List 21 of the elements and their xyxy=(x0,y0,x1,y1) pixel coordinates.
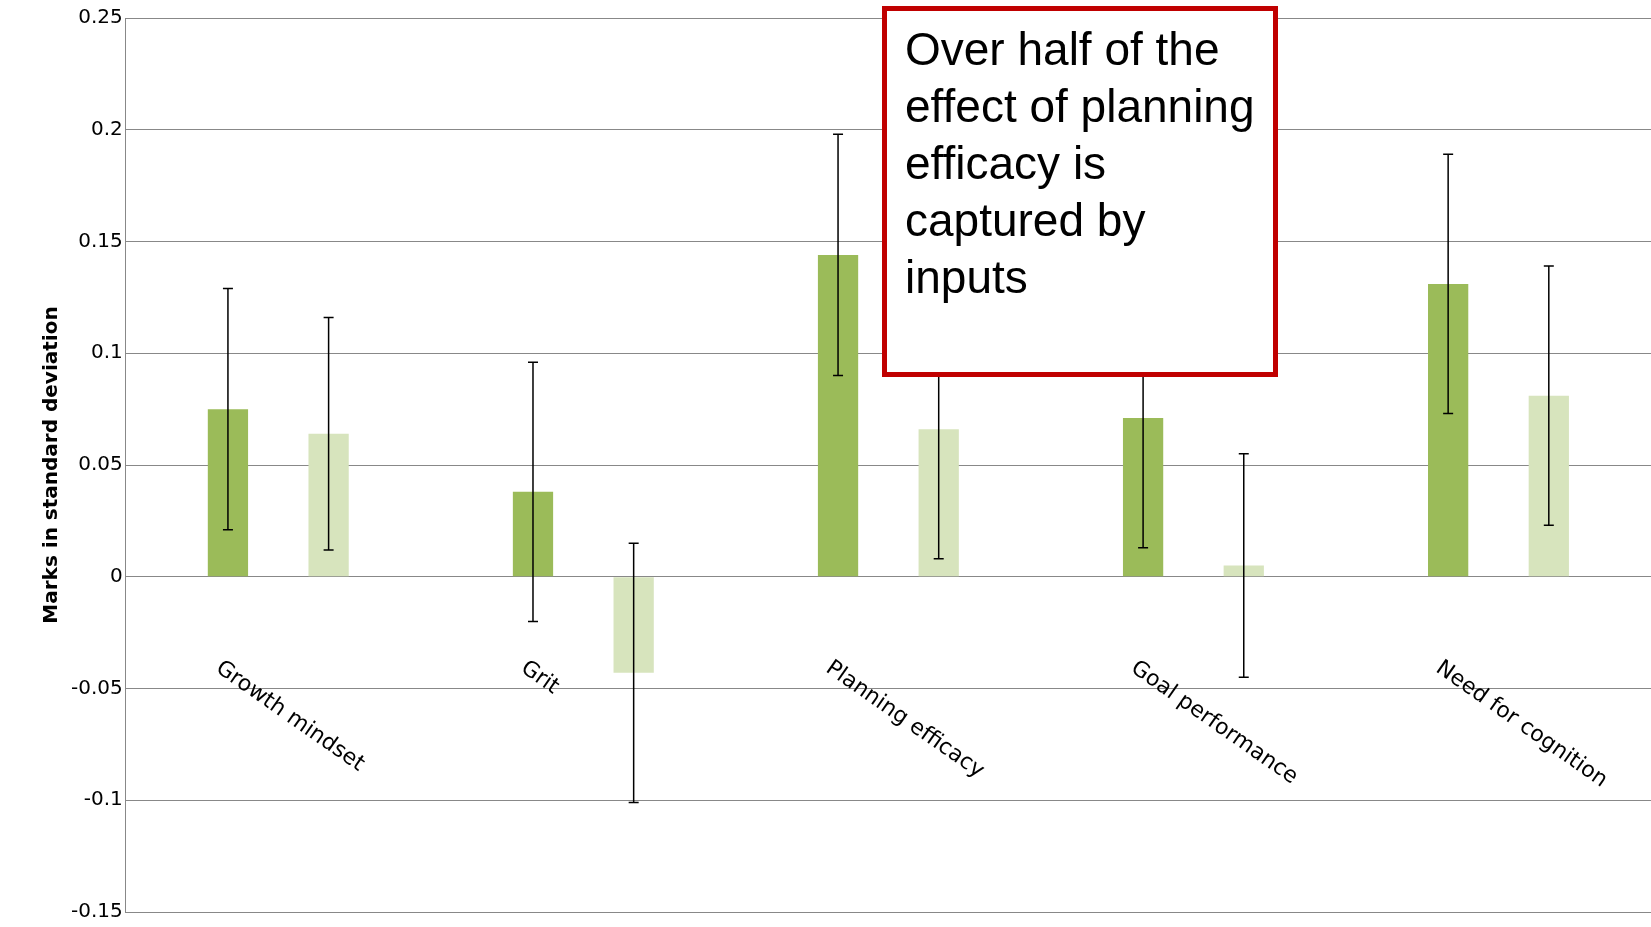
y-tick-label: 0.1 xyxy=(90,339,123,364)
y-tick-label: -0.15 xyxy=(71,898,123,923)
bar xyxy=(1122,418,1164,577)
annotation: Over half of the effect of planning efficacy is captured by inputs xyxy=(905,22,1255,305)
y-tick-label: 0.05 xyxy=(78,451,123,476)
bar xyxy=(918,429,959,577)
y-tick-label: 0.25 xyxy=(78,4,123,29)
bar xyxy=(817,254,859,577)
bar xyxy=(207,409,249,577)
bar xyxy=(613,577,654,673)
y-tick-label: 0.2 xyxy=(90,115,123,140)
x-tick-label: Grit xyxy=(516,654,565,699)
y-tick-label: -0.05 xyxy=(71,674,123,699)
y-tick-label: 0.15 xyxy=(78,227,123,252)
y-tick-label: 0 xyxy=(110,562,123,587)
bar xyxy=(1428,283,1469,577)
y-tick-label: -0.1 xyxy=(83,786,123,811)
bar xyxy=(308,433,349,577)
bar xyxy=(1528,395,1569,577)
bar xyxy=(512,491,554,577)
y-axis-title: Marks in standard deviation xyxy=(38,306,63,624)
